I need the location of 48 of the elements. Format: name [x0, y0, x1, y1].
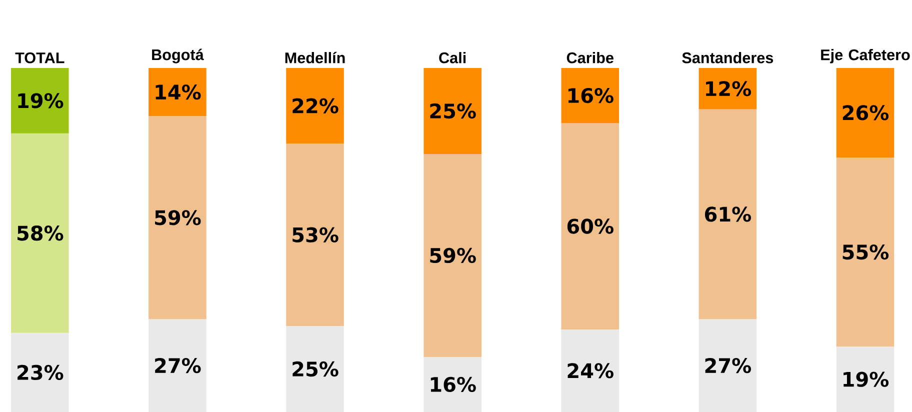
- x-tick-label: TOTAL: [15, 52, 64, 64]
- data-label: 14%: [156, 84, 201, 100]
- bar: [286, 68, 344, 144]
- data-label: 55%: [842, 244, 889, 260]
- data-label: 24%: [568, 363, 614, 378]
- data-label: 59%: [155, 210, 201, 226]
- bar: [11, 68, 69, 134]
- data-label: 25%: [430, 103, 476, 119]
- data-label: 22%: [292, 98, 338, 114]
- bar: [11, 332, 69, 412]
- bar: [424, 154, 482, 357]
- bar: [836, 346, 894, 412]
- x-tick-label: Caribe: [566, 52, 614, 64]
- bar: [11, 133, 69, 333]
- bar: [424, 68, 482, 154]
- x-tick-label: Medellín: [285, 52, 345, 64]
- data-label: 26%: [842, 105, 889, 120]
- bar: [561, 329, 620, 412]
- bar: [424, 356, 482, 412]
- bar: [836, 68, 894, 158]
- data-label: 53%: [292, 227, 338, 242]
- x-tick-label: Santanderes: [682, 52, 774, 64]
- data-label: 61%: [704, 206, 751, 222]
- bar: [698, 319, 757, 412]
- data-label: 59%: [430, 248, 476, 264]
- x-tick-label: Bogotá: [152, 48, 204, 64]
- data-label: 27%: [705, 358, 751, 374]
- bar: [148, 116, 206, 320]
- data-label: 16%: [430, 376, 476, 392]
- data-label: 25%: [292, 361, 338, 377]
- data-label: 16%: [568, 88, 614, 104]
- data-label: 19%: [844, 372, 889, 387]
- bar: [148, 68, 206, 116]
- bar: [286, 326, 344, 412]
- bar: [148, 319, 206, 412]
- bar: [836, 157, 894, 347]
- x-tick-label: Eje Cafetero: [821, 49, 910, 64]
- data-label: 23%: [18, 364, 64, 380]
- data-label: 27%: [155, 358, 201, 374]
- data-label: 58%: [18, 226, 64, 241]
- data-label: 60%: [567, 218, 614, 234]
- data-label: 12%: [706, 81, 751, 96]
- bar: [286, 144, 344, 326]
- data-label: 19%: [18, 93, 64, 108]
- x-tick-label: Cali: [439, 52, 466, 64]
- bar: [561, 123, 620, 330]
- bar: [698, 109, 757, 320]
- bar: [561, 68, 620, 124]
